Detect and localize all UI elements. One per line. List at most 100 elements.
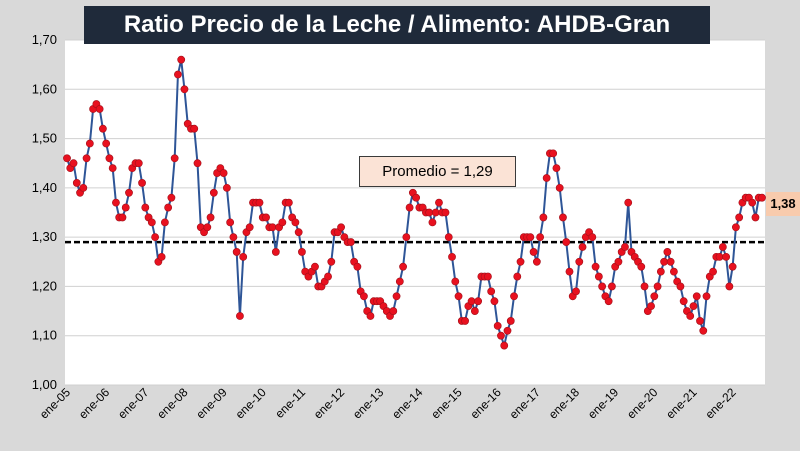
x-tick-label: ene-22: [702, 385, 739, 422]
data-point: [461, 317, 469, 325]
data-point: [79, 183, 88, 192]
data-point: [686, 312, 695, 320]
data-point: [539, 213, 548, 222]
data-point: [670, 267, 678, 276]
x-tick-label: ene-11: [272, 385, 308, 421]
data-point: [532, 257, 541, 266]
series-markers: [63, 55, 766, 350]
data-point: [598, 282, 607, 291]
x-tick-label: ene-09: [193, 385, 230, 422]
data-point: [105, 154, 114, 163]
data-point: [660, 257, 669, 266]
data-point: [271, 248, 280, 256]
data-point: [702, 292, 711, 301]
data-point: [141, 203, 150, 212]
data-point: [689, 302, 698, 311]
data-point: [709, 267, 717, 276]
data-point: [451, 277, 460, 286]
data-point: [470, 307, 479, 315]
data-point: [294, 228, 303, 237]
data-point: [190, 124, 199, 133]
data-point: [193, 159, 202, 168]
data-point: [229, 233, 238, 242]
x-tick-label: ene-13: [350, 385, 387, 422]
data-point: [392, 292, 401, 301]
data-point: [493, 321, 502, 330]
data-point: [226, 218, 235, 227]
data-point: [118, 213, 127, 222]
data-point: [239, 252, 248, 261]
y-tick-label: 1,50: [32, 131, 57, 146]
data-point: [72, 179, 81, 187]
data-point: [180, 85, 189, 94]
y-tick-label: 1,30: [32, 229, 57, 244]
x-tick-label: ene-21: [663, 385, 700, 422]
data-point: [474, 297, 483, 306]
data-point: [245, 223, 254, 232]
data-point: [656, 267, 665, 276]
data-point: [559, 213, 567, 222]
data-point: [594, 272, 603, 281]
data-point: [311, 262, 319, 271]
data-point: [692, 292, 701, 301]
data-point: [735, 213, 744, 222]
x-tick-label: ene-14: [389, 385, 426, 422]
data-point: [85, 139, 94, 148]
data-point: [487, 287, 496, 296]
data-point: [621, 243, 629, 251]
data-point: [575, 257, 584, 266]
data-point: [549, 149, 558, 158]
data-point: [298, 248, 306, 256]
data-point: [389, 307, 398, 315]
data-point: [69, 159, 78, 168]
data-point: [425, 208, 434, 217]
data-point: [526, 233, 535, 242]
y-tick-label: 1,70: [32, 32, 57, 47]
data-point: [102, 139, 111, 148]
data-point: [604, 297, 613, 306]
data-point: [552, 164, 561, 173]
y-axis-ticks: 1,00 1,10 1,20 1,30 1,40 1,50 1,60 1,70: [32, 32, 57, 392]
data-point: [170, 154, 179, 163]
data-point: [82, 154, 91, 163]
data-point: [134, 159, 143, 168]
data-point: [151, 233, 159, 242]
data-point: [497, 331, 505, 340]
data-point: [614, 257, 623, 266]
data-point: [467, 297, 476, 306]
data-point: [676, 282, 685, 291]
x-tick-label: ene-06: [76, 385, 113, 422]
data-point: [268, 223, 277, 232]
average-label: Promedio = 1,29: [359, 156, 516, 187]
data-point: [555, 183, 564, 192]
data-point: [337, 223, 345, 232]
data-point: [578, 243, 587, 251]
data-point: [679, 297, 688, 306]
data-point: [608, 282, 616, 291]
data-point: [138, 179, 146, 187]
data-point: [98, 124, 107, 133]
last-value-label: 1,38: [766, 192, 800, 216]
data-point: [95, 105, 104, 113]
x-tick-label: ene-19: [585, 385, 622, 422]
data-point: [666, 257, 675, 266]
x-tick-label: ene-15: [428, 385, 465, 422]
data-point: [360, 292, 368, 301]
data-point: [164, 203, 173, 212]
data-point: [637, 262, 646, 271]
data-point: [650, 292, 659, 301]
data-point: [395, 277, 404, 286]
data-point: [536, 233, 545, 242]
data-point: [513, 272, 522, 281]
data-point: [112, 198, 120, 207]
data-point: [160, 218, 169, 227]
chart-title: Ratio Precio de la Leche / Alimento: AHD…: [84, 6, 710, 76]
data-point: [174, 70, 182, 79]
data-point: [219, 169, 228, 177]
data-point: [236, 312, 244, 320]
data-point: [572, 287, 580, 296]
data-point: [500, 341, 509, 350]
data-point: [588, 233, 597, 242]
